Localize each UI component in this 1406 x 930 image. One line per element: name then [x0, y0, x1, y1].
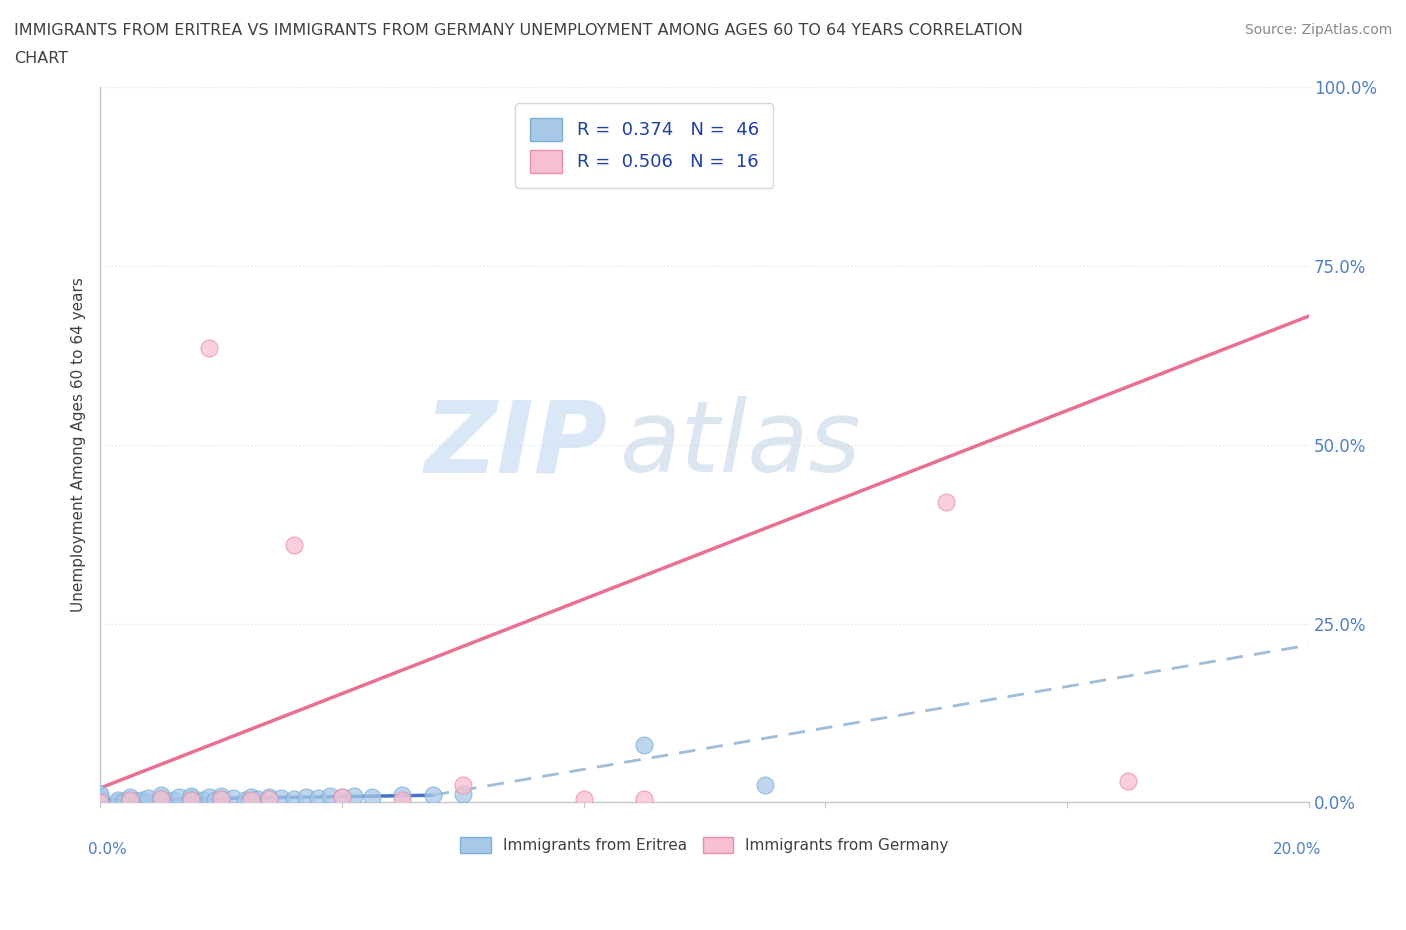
Point — [162, 792, 184, 807]
Point — [149, 788, 172, 803]
Point — [391, 788, 413, 803]
Point — [240, 790, 263, 804]
Point — [240, 792, 263, 807]
Point — [233, 792, 256, 807]
Point — [89, 787, 111, 802]
Point — [180, 789, 202, 804]
Point — [451, 777, 474, 792]
Point — [89, 790, 111, 804]
Point — [120, 792, 142, 807]
Text: 0.0%: 0.0% — [89, 842, 127, 857]
Point — [138, 795, 160, 810]
Point — [131, 792, 153, 807]
Point — [149, 790, 172, 805]
Point — [149, 795, 172, 810]
Point — [125, 793, 148, 808]
Point — [120, 795, 142, 810]
Point — [283, 791, 305, 806]
Point — [198, 790, 221, 804]
Legend: Immigrants from Eritrea, Immigrants from Germany: Immigrants from Eritrea, Immigrants from… — [454, 830, 955, 859]
Point — [935, 495, 957, 510]
Point — [422, 788, 444, 803]
Point — [180, 792, 202, 807]
Point — [167, 790, 190, 804]
Point — [1116, 774, 1139, 789]
Point — [283, 538, 305, 552]
Point — [391, 792, 413, 807]
Point — [180, 792, 202, 807]
Point — [149, 792, 172, 807]
Point — [259, 790, 281, 804]
Point — [330, 790, 353, 804]
Point — [294, 790, 316, 804]
Point — [209, 789, 232, 804]
Point — [246, 791, 269, 806]
Point — [180, 790, 202, 805]
Point — [572, 791, 595, 806]
Point — [270, 790, 292, 805]
Point — [120, 792, 142, 807]
Point — [89, 795, 111, 810]
Point — [107, 795, 129, 810]
Point — [191, 792, 214, 807]
Point — [222, 790, 245, 805]
Text: CHART: CHART — [14, 51, 67, 66]
Point — [209, 791, 232, 806]
Point — [633, 737, 655, 752]
Text: atlas: atlas — [620, 396, 862, 493]
Text: IMMIGRANTS FROM ERITREA VS IMMIGRANTS FROM GERMANY UNEMPLOYMENT AMONG AGES 60 TO: IMMIGRANTS FROM ERITREA VS IMMIGRANTS FR… — [14, 23, 1024, 38]
Point — [319, 789, 342, 804]
Point — [361, 790, 384, 804]
Point — [633, 791, 655, 806]
Point — [209, 791, 232, 806]
Text: 20.0%: 20.0% — [1272, 842, 1322, 857]
Point — [754, 777, 776, 792]
Point — [259, 791, 281, 806]
Text: Source: ZipAtlas.com: Source: ZipAtlas.com — [1244, 23, 1392, 37]
Point — [307, 790, 329, 805]
Point — [198, 340, 221, 355]
Point — [451, 787, 474, 802]
Point — [204, 792, 226, 807]
Point — [89, 791, 111, 806]
Point — [343, 789, 366, 804]
Point — [107, 792, 129, 807]
Point — [149, 791, 172, 806]
Point — [120, 790, 142, 804]
Point — [138, 790, 160, 805]
Text: ZIP: ZIP — [425, 396, 607, 493]
Point — [112, 793, 135, 808]
Point — [330, 790, 353, 804]
Y-axis label: Unemployment Among Ages 60 to 64 years: Unemployment Among Ages 60 to 64 years — [72, 277, 86, 612]
Point — [89, 795, 111, 810]
